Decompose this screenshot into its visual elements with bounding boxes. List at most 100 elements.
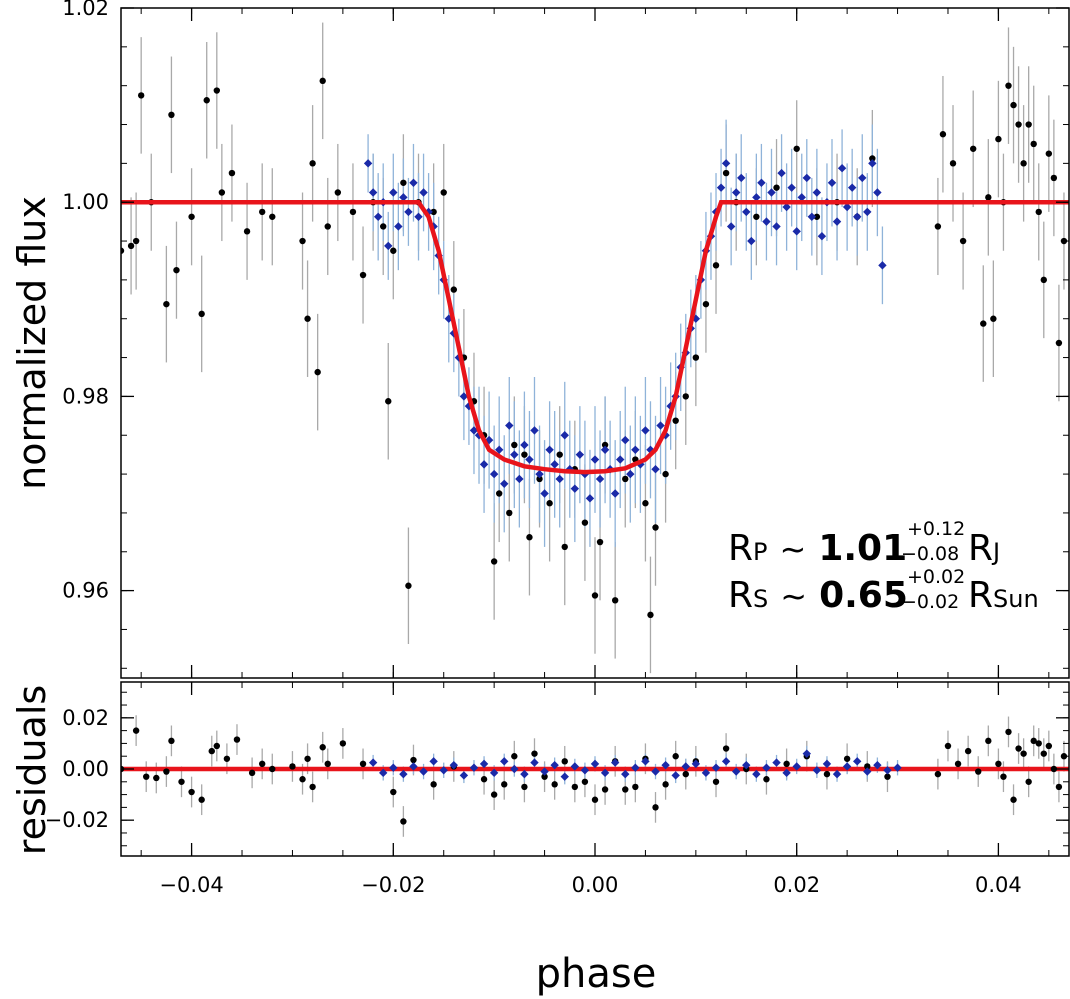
flux-blue-point (752, 193, 761, 202)
flux-black-point (490, 558, 498, 565)
resid-blue-point (671, 771, 680, 780)
flux-blue-point (762, 217, 771, 226)
resid-black-point (213, 742, 221, 750)
flux-black-point (1035, 208, 1042, 216)
resid-black-point (390, 788, 397, 796)
flux-blue-point (590, 455, 600, 464)
flux-black-point (1005, 82, 1012, 89)
flux-blue-point (651, 465, 660, 474)
flux-blue-point (373, 212, 383, 221)
resid-black-point (359, 760, 367, 768)
svg-text:RJ: RJ (968, 528, 1000, 569)
resid-blue-point (792, 762, 801, 771)
resid-blue-point (641, 757, 650, 766)
resid-black-point (304, 755, 311, 762)
resid-black-point (652, 804, 659, 811)
rp-approx: ~ (780, 530, 807, 568)
resid-black-point (954, 760, 962, 768)
resid-black-point (1040, 750, 1047, 757)
flux-black-point (959, 237, 967, 245)
flux-blue-point (827, 178, 837, 187)
flux-black-point (203, 97, 210, 104)
resid-y-tick-label: 0.02 (62, 706, 109, 730)
flux-black-point (299, 237, 306, 245)
flux-black-point (601, 441, 609, 449)
rp-value: 1.01 (818, 528, 907, 569)
resid-blue-point (752, 769, 761, 779)
flux-black-point (561, 543, 568, 551)
x-tick-label: −0.04 (159, 873, 223, 897)
rs-sup: +0.02 (907, 566, 965, 588)
flux-black-point (495, 490, 503, 497)
flux-blue-point (384, 241, 393, 251)
flux-blue-point (878, 261, 887, 270)
flux-blue-point (550, 460, 559, 469)
flux-blue-point (837, 164, 847, 173)
resid-y-tick-label: −0.02 (45, 808, 109, 832)
resid-black-point (975, 768, 982, 775)
flux-black-point (934, 223, 942, 230)
flux-black-point (1045, 150, 1053, 157)
resid-black-point (319, 744, 326, 751)
flux-blue-point (847, 183, 857, 192)
flux-black-point (173, 266, 180, 274)
flux-black-point (546, 500, 553, 507)
flux-blue-point (520, 440, 529, 450)
resid-black-point (722, 745, 730, 752)
rs-unit: R (968, 575, 993, 616)
flux-blue-point (858, 173, 867, 183)
resid-blue-point (500, 757, 509, 766)
flux-black-point (642, 500, 649, 507)
flux-blue-point (610, 489, 620, 498)
flux-black-point (611, 597, 619, 604)
flux-black-point (324, 223, 331, 230)
flux-blue-point (656, 421, 665, 430)
x-axis-title: phase (536, 951, 657, 997)
flux-black-point (969, 145, 977, 152)
flux-blue-point (414, 212, 423, 221)
flux-black-point (692, 354, 700, 361)
flux-blue-point (570, 484, 580, 493)
flux-black-point (591, 592, 599, 599)
flux-black-point (702, 300, 710, 308)
resid-blue-point (711, 763, 721, 772)
rp-symbol: R (728, 528, 753, 569)
flux-black-point (581, 519, 589, 526)
resid-blue-point (812, 766, 822, 775)
flux-black-point (793, 145, 800, 152)
resid-blue-point (782, 768, 791, 778)
resid-blue-point (459, 771, 469, 780)
flux-black-point (440, 189, 447, 196)
flux-blue-point (389, 188, 398, 197)
resid-black-point (188, 788, 195, 796)
rs-unit-sub: Sun (993, 585, 1039, 613)
y-axis-title-flux: normalized flux (10, 196, 54, 490)
flux-blue-point (575, 450, 585, 459)
flux-black-point (1050, 174, 1058, 182)
resid-blue-point (873, 760, 882, 770)
resid-black-point (1035, 740, 1042, 747)
flux-blue-point (419, 188, 428, 197)
resid-black-point (1010, 796, 1017, 803)
rs-value: 0.65 (819, 575, 908, 616)
flux-blue-point (585, 494, 595, 503)
flux-blue-point (494, 445, 504, 455)
flux-blue-point (817, 231, 827, 241)
rp-unit-sub: J (991, 538, 1000, 566)
x-tick-label: −0.02 (361, 873, 425, 897)
flux-black-point (430, 208, 437, 216)
resid-blue-point (429, 757, 438, 766)
flux-black-point (137, 92, 145, 99)
transit-model-line (121, 199, 1069, 475)
flux-black-point (712, 262, 720, 269)
flux-black-point (773, 184, 780, 191)
resid-black-point (309, 783, 316, 791)
flux-black-point (218, 189, 226, 196)
resid-black-point (783, 760, 790, 768)
resid-black-point (1000, 773, 1007, 780)
flux-blue-point (515, 474, 524, 484)
resid-black-point (1020, 750, 1027, 757)
resid-blue-point (610, 758, 620, 767)
resid-black-point (1025, 778, 1032, 785)
flux-blue-point (540, 489, 549, 498)
